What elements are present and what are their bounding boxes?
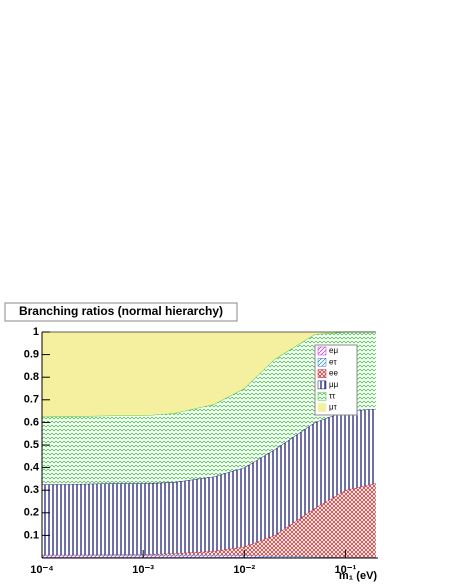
x-tick-label: 10⁻² xyxy=(233,564,255,576)
legend-swatch xyxy=(317,403,327,412)
chart-title: Branching ratios (normal hierarchy) xyxy=(19,304,223,318)
legend-swatch xyxy=(317,380,327,390)
y-tick-label: 0.4 xyxy=(24,462,40,474)
x-axis-label: m₁ (eV) xyxy=(339,570,378,582)
legend-label: eμ xyxy=(329,346,338,355)
y-tick-label: 0.2 xyxy=(24,507,39,519)
title-box xyxy=(4,302,238,322)
area xyxy=(42,483,376,558)
y-tick-label: 0.7 xyxy=(24,394,39,406)
y-tick-label: 0.1 xyxy=(24,529,39,541)
area xyxy=(42,332,376,417)
y-tick-label: 0.5 xyxy=(24,439,39,451)
legend-swatch xyxy=(317,358,327,367)
y-tick-label: 0.6 xyxy=(24,416,39,428)
legend-label: ee xyxy=(329,369,338,378)
legend-label: μτ xyxy=(329,403,338,412)
area xyxy=(42,555,376,558)
y-tick-label: 0.3 xyxy=(24,484,39,496)
legend-label: ττ xyxy=(329,391,336,400)
y-tick-label: 0.9 xyxy=(24,349,39,361)
x-tick-label: 10⁻¹ xyxy=(335,564,357,576)
legend: eμ eτ ee μμ ττ μτ xyxy=(314,344,358,416)
y-tick-label: 0.8 xyxy=(24,371,39,383)
x-tick-label: 10⁻⁴ xyxy=(30,564,53,576)
legend-swatch xyxy=(317,391,327,401)
area xyxy=(42,332,376,485)
legend-label: μμ xyxy=(329,380,339,389)
legend-label: eτ xyxy=(329,357,337,366)
x-tick-label: 10⁻³ xyxy=(132,564,154,576)
legend-swatch xyxy=(317,369,327,378)
area xyxy=(42,408,376,555)
legend-swatch xyxy=(317,346,327,356)
y-tick-label: 1 xyxy=(33,326,39,338)
